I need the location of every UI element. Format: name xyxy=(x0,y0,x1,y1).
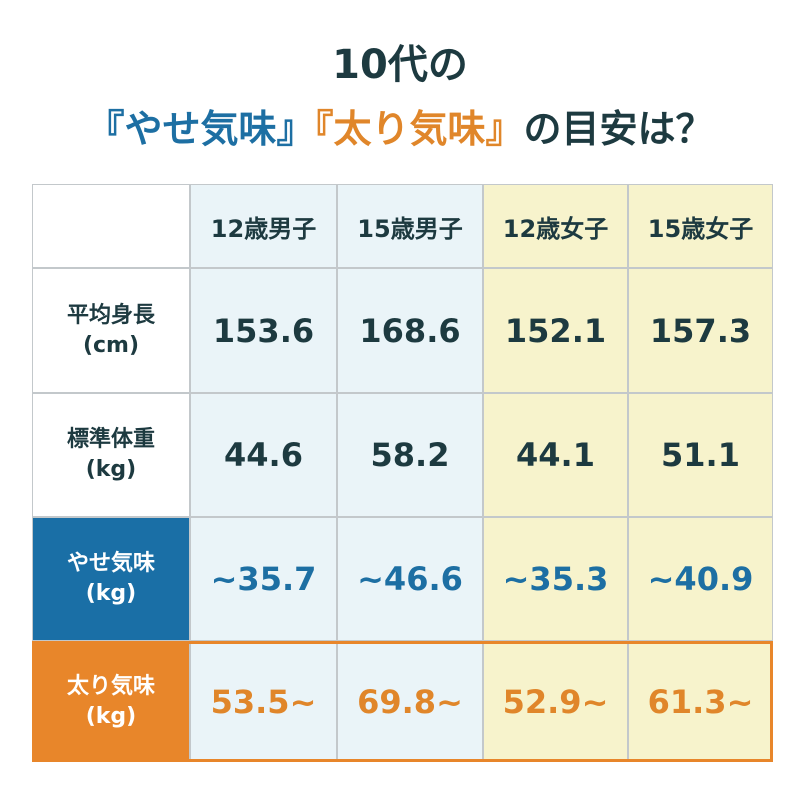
column-header: 12歳女子 xyxy=(483,184,628,268)
text: 平均身長 xyxy=(66,302,155,328)
text: (kg) xyxy=(85,581,137,606)
value-cell: 51.1 xyxy=(628,393,773,517)
value-cell: 61.3~ xyxy=(628,641,773,762)
title-line2: 『やせ気味』『太り気味』の目安は？ xyxy=(0,98,800,153)
value-cell: ~40.9 xyxy=(628,517,773,641)
text: ~46.6 xyxy=(357,560,463,598)
text: 太り気味 xyxy=(66,673,155,699)
value-cell: 53.5~ xyxy=(190,641,337,762)
text: 標準体重 xyxy=(66,427,155,452)
value-cell: 153.6 xyxy=(190,268,337,393)
text: やせ気味 xyxy=(66,551,155,576)
text: 153.6 xyxy=(212,311,315,350)
text: ~35.7 xyxy=(210,560,317,598)
text: (kg) xyxy=(85,703,137,729)
title-part: の目安は？ xyxy=(523,107,714,151)
text: 12歳女子 xyxy=(502,214,609,243)
text: 52.9~ xyxy=(502,682,609,721)
title-part: 『太り気味』 xyxy=(314,107,524,151)
text: 61.3~ xyxy=(647,682,754,721)
text: 15歳女子 xyxy=(647,214,754,243)
value-cell: 69.8~ xyxy=(337,641,483,762)
value-cell: 52.9~ xyxy=(483,641,628,762)
text: 44.1 xyxy=(516,436,595,474)
text: ~40.9 xyxy=(647,560,754,598)
text: 15歳男子 xyxy=(357,214,463,243)
text: 58.2 xyxy=(370,436,450,474)
text: 44.6 xyxy=(224,436,303,474)
text: 53.5~ xyxy=(210,682,317,721)
text: 12歳男子 xyxy=(210,214,317,243)
row-label: 標準体重 (kg) xyxy=(32,393,190,517)
text: (kg) xyxy=(85,457,137,482)
text: 168.6 xyxy=(359,311,461,350)
column-header: 12歳男子 xyxy=(190,184,337,268)
table: 12歳男子 15歳男子 12歳女子 15歳女子平均身長 (cm) 153.6 168.6 15… xyxy=(32,184,773,762)
title-part: 『やせ気味』 xyxy=(86,107,315,151)
value-cell: ~35.7 xyxy=(190,517,337,641)
value-cell: 44.1 xyxy=(483,393,628,517)
text: 51.1 xyxy=(661,436,740,474)
value-cell: ~35.3 xyxy=(483,517,628,641)
text: 69.8~ xyxy=(357,682,463,721)
corner-cell xyxy=(32,184,190,268)
text: (cm) xyxy=(82,332,140,358)
title-line1: 10代の xyxy=(332,42,468,88)
value-cell: 168.6 xyxy=(337,268,483,393)
value-cell: 157.3 xyxy=(628,268,773,393)
text: ~35.3 xyxy=(502,560,609,598)
row-label: 太り気味 (kg) xyxy=(32,641,190,762)
value-cell: 58.2 xyxy=(337,393,483,517)
value-cell: ~46.6 xyxy=(337,517,483,641)
text: 152.1 xyxy=(504,311,607,350)
column-header: 15歳男子 xyxy=(337,184,483,268)
row-label: 平均身長 (cm) xyxy=(32,268,190,393)
row-label: やせ気味 (kg) xyxy=(32,517,190,641)
value-cell: 44.6 xyxy=(190,393,337,517)
text: 157.3 xyxy=(649,311,752,350)
value-cell: 152.1 xyxy=(483,268,628,393)
column-header: 15歳女子 xyxy=(628,184,773,268)
